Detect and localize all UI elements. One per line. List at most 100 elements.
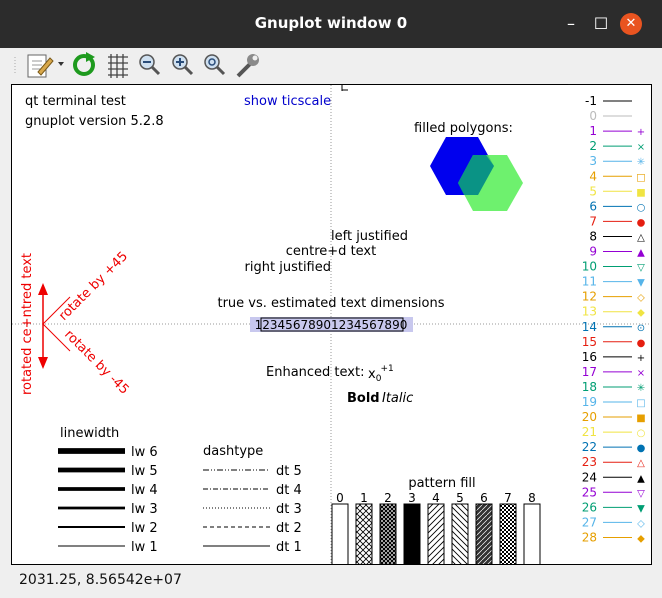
legend-marker-icon: ▼ — [637, 503, 645, 514]
legend-label: 8 — [589, 229, 597, 243]
enhanced-text-label: Enhanced text: — [266, 365, 364, 380]
maximize-button[interactable]: ☐ — [593, 14, 609, 33]
legend-label: 24 — [582, 470, 597, 484]
dashtype-title: dashtype — [203, 444, 263, 459]
text-dimensions-label: true vs. estimated text dimensions — [217, 296, 444, 311]
dashtype-label: dt 4 — [276, 483, 302, 498]
close-button[interactable]: ✕ — [620, 13, 642, 35]
minimize-button[interactable]: – — [567, 14, 575, 33]
pattern-box — [379, 503, 397, 564]
pattern-label: 2 — [384, 491, 392, 505]
export-icon[interactable] — [27, 54, 64, 78]
legend-marker-icon: ○ — [637, 202, 646, 213]
arrowhead-down — [38, 357, 48, 369]
rotate-minus-45-text: rotate by -45 — [61, 327, 131, 397]
linewidth-label: lw 1 — [131, 540, 158, 555]
terminal-label: qt terminal test — [25, 94, 126, 109]
dashtype-label: dt 3 — [276, 502, 302, 517]
plot-area[interactable]: qt terminal test gnuplot version 5.2.8 s… — [11, 84, 652, 565]
pattern-label: 4 — [432, 491, 440, 505]
legend-label: 13 — [582, 305, 597, 319]
enhanced-sample: x0+1 — [368, 364, 394, 384]
pattern-label: 0 — [336, 491, 344, 505]
legend-marker-icon: ✳ — [637, 383, 645, 394]
pattern-box — [451, 503, 469, 564]
overlap-region — [458, 155, 494, 195]
legend-marker-icon: ● — [637, 443, 646, 454]
pattern-label: 8 — [528, 491, 536, 505]
rotation-arrow-up — [42, 296, 71, 325]
pattern-box — [331, 503, 349, 564]
italic-text: Italic — [382, 391, 413, 406]
title-bar[interactable]: Gnuplot window 0 – ☐ ✕ — [0, 0, 662, 48]
zoom-out-icon[interactable] — [139, 54, 161, 76]
show-ticscale-label: show ticscale — [244, 94, 331, 109]
pattern-box — [523, 503, 541, 564]
legend-label: 22 — [582, 440, 597, 454]
linewidth-label: lw 4 — [131, 483, 158, 498]
legend-label: 7 — [589, 214, 597, 228]
legend-marker-icon: △ — [637, 458, 645, 469]
filled-polygons-label: filled polygons: — [414, 121, 513, 136]
dashtype-label: dt 5 — [276, 464, 302, 479]
linewidth-label: lw 6 — [131, 445, 158, 460]
version-label: gnuplot version 5.2.8 — [25, 114, 164, 129]
settings-icon[interactable] — [236, 54, 259, 78]
legend-label: 12 — [582, 290, 597, 304]
bold-text: Bold — [347, 391, 380, 406]
legend-marker-icon: ▲ — [637, 248, 645, 259]
legend-marker-icon: △ — [637, 232, 645, 243]
legend-label: 9 — [589, 245, 597, 259]
legend-label: 2 — [589, 139, 597, 153]
legend-label: -1 — [585, 94, 597, 108]
legend-label: 27 — [582, 515, 597, 529]
legend-marker-icon: □ — [636, 398, 645, 409]
legend-label: 21 — [582, 425, 597, 439]
legend-marker-icon: ◆ — [637, 308, 645, 319]
legend-marker-icon: ✳ — [637, 157, 645, 168]
pattern-label: 1 — [360, 491, 368, 505]
linewidth-title: linewidth — [60, 426, 119, 441]
legend-label: 14 — [582, 320, 597, 334]
legend-label: 15 — [582, 335, 597, 349]
zoom-in-icon[interactable] — [172, 54, 194, 76]
legend-marker-icon: ⊙ — [637, 323, 645, 334]
replot-icon[interactable] — [73, 52, 95, 76]
legend-marker-icon: ◆ — [637, 533, 645, 544]
pattern-box — [427, 503, 445, 564]
pattern-fill-title: pattern fill — [408, 476, 475, 491]
right-justified-text: right justified — [245, 260, 331, 275]
legend-label: 16 — [582, 350, 597, 364]
zoom-fit-icon[interactable] — [204, 54, 226, 76]
legend-label: 5 — [589, 184, 597, 198]
pattern-box — [475, 503, 493, 564]
legend-label: 11 — [582, 275, 597, 289]
pattern-label: 3 — [408, 491, 416, 505]
legend-label: 20 — [582, 410, 597, 424]
true-extent-box — [260, 317, 404, 332]
legend-marker-icon: ▽ — [637, 263, 645, 274]
legend-label: 10 — [582, 260, 597, 274]
grid-icon[interactable] — [108, 54, 128, 78]
legend-marker-icon: × — [637, 142, 645, 153]
legend-marker-icon: + — [637, 353, 645, 364]
pattern-box — [499, 503, 517, 564]
arrowhead-up — [38, 283, 48, 295]
linewidth-label: lw 2 — [131, 521, 158, 536]
status-bar: 2031.25, 8.56542e+07 — [0, 566, 662, 598]
legend-marker-icon: ◇ — [637, 293, 645, 304]
plot-canvas[interactable]: qt terminal test gnuplot version 5.2.8 s… — [12, 85, 651, 564]
pattern-box — [355, 503, 373, 564]
rotation-arrow-down — [42, 323, 71, 352]
legend-marker-icon: ◇ — [637, 518, 645, 529]
legend-label: 4 — [589, 169, 597, 183]
legend-marker-icon: + — [637, 127, 645, 138]
pattern-label: 6 — [480, 491, 488, 505]
legend-label: 1 — [589, 124, 597, 138]
legend-label: 25 — [582, 485, 597, 499]
linewidth-label: lw 5 — [131, 464, 158, 479]
legend-marker-icon: ▽ — [637, 488, 645, 499]
legend-marker-icon: ○ — [637, 428, 646, 439]
left-justified-text: left justified — [331, 229, 408, 244]
